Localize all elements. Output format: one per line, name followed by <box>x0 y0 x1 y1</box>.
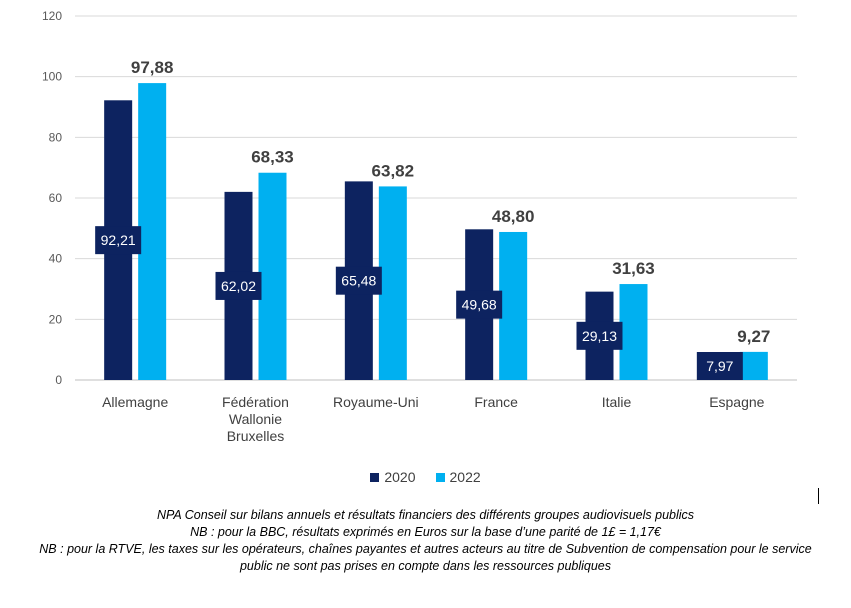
data-label-box-2020 <box>456 290 503 319</box>
data-label-box-2020 <box>696 352 743 380</box>
legend: 2020 2022 <box>0 469 851 485</box>
y-tick-label: 0 <box>55 373 62 387</box>
category-label: Bruxelles <box>227 428 285 444</box>
bbc-note-line: NB : pour la BBC, résultats exprimés en … <box>190 525 661 539</box>
data-label-box-2020 <box>335 266 382 295</box>
category-label: Royaume-Uni <box>333 394 419 410</box>
bar-2022 <box>138 83 167 380</box>
category-label: France <box>474 394 518 410</box>
category-label: Wallonie <box>229 411 282 427</box>
text-cursor <box>818 488 819 504</box>
legend-swatch-2020 <box>370 472 380 482</box>
bar-2022 <box>258 172 287 380</box>
data-label-2022: 9,27 <box>737 327 770 346</box>
data-label-2020: 92,21 <box>101 232 136 248</box>
legend-item-2022: 2022 <box>435 469 481 485</box>
data-label-2020: 29,13 <box>582 328 617 344</box>
y-tick-label: 40 <box>49 252 63 266</box>
source-note-line: NPA Conseil sur bilans annuels et résult… <box>156 508 695 522</box>
data-label-2022: 48,80 <box>492 207 535 226</box>
data-label-box-2020 <box>215 271 262 300</box>
y-tick-label: 100 <box>42 70 62 84</box>
data-label-2020: 62,02 <box>221 278 256 294</box>
data-label-2020: 49,68 <box>462 297 497 313</box>
y-tick-label: 80 <box>49 130 63 144</box>
bar-2022 <box>619 284 648 380</box>
data-label-box-2020 <box>95 226 142 255</box>
source-notes: NPA Conseil sur bilans annuels et résult… <box>0 507 851 575</box>
category-label: Italie <box>602 394 632 410</box>
rtve-note-line-continued: public ne sont pas prises en compte dans… <box>239 559 612 573</box>
data-label-2022: 68,33 <box>251 148 294 167</box>
data-label-2020: 7,97 <box>706 358 733 374</box>
bar-chart: 0 20 40 60 80 100 120 97,88 92,21 Allemagne 68,33 6… <box>42 9 797 444</box>
rtve-note-line: NB : pour la RTVE, les taxes sur les opé… <box>39 542 812 556</box>
data-label-box-2020 <box>576 321 623 350</box>
category-label: Allemagne <box>102 394 168 410</box>
bar-2022 <box>378 186 407 380</box>
legend-label-2022: 2022 <box>449 469 481 485</box>
data-label-2022: 31,63 <box>612 259 655 278</box>
y-tick-label: 60 <box>49 191 63 205</box>
data-label-2022: 63,82 <box>372 161 415 180</box>
y-tick-label: 120 <box>42 9 62 23</box>
bar-2022 <box>499 231 528 380</box>
data-label-2020: 65,48 <box>341 273 376 289</box>
legend-item-2020: 2020 <box>370 469 416 485</box>
category-label: Fédération <box>222 394 289 410</box>
bar-2022 <box>739 351 768 380</box>
category-label: Espagne <box>709 394 764 410</box>
legend-label-2020: 2020 <box>384 469 416 485</box>
data-label-2022: 97,88 <box>131 58 174 77</box>
legend-swatch-2022 <box>435 472 445 482</box>
y-tick-label: 20 <box>49 312 63 326</box>
